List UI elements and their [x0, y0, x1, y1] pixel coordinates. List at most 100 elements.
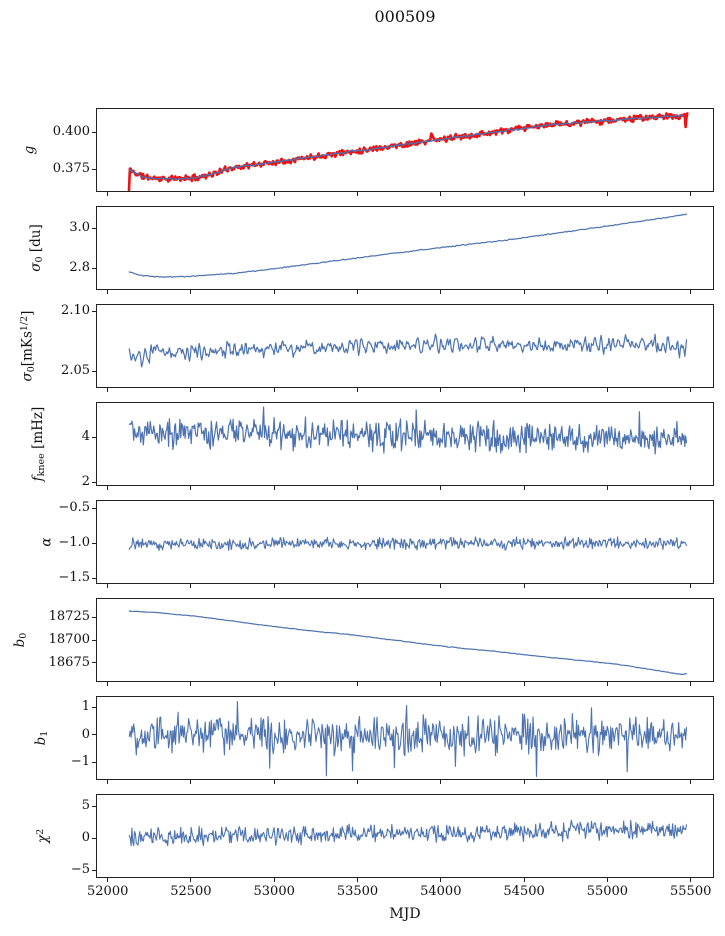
sigma0-du-series-line	[128, 213, 688, 278]
x-tick-mark	[273, 486, 275, 490]
x-tick-mark	[440, 486, 442, 490]
x-tick-mark	[523, 388, 525, 392]
y-axis-label-part: g	[21, 145, 38, 155]
y-tick-mark	[92, 227, 96, 229]
y-axis-label-part: [du]	[27, 224, 44, 257]
x-tick-mark	[190, 878, 192, 882]
panel-plot-b0	[128, 610, 688, 676]
ytick-b0-18675: 18675	[48, 654, 90, 670]
x-tick-mark	[440, 192, 442, 196]
x-tick-mark	[273, 878, 275, 882]
y-axis-label-part: 0	[18, 632, 30, 639]
y-axis-label-part: ]	[19, 310, 36, 316]
y-axis-label-part: 0	[34, 256, 46, 263]
panel-axes-b0	[96, 598, 714, 682]
fknee-series-line	[128, 406, 688, 455]
y-axis-label-b0: b0	[12, 632, 31, 648]
y-axis-label-gain: g	[21, 145, 38, 155]
ytick-gain-0.375: 0.375	[52, 161, 90, 177]
x-tick-mark	[107, 192, 109, 196]
x-tick-mark	[190, 780, 192, 784]
ytick-b0-18700: 18700	[48, 632, 90, 647]
y-axis-label-alpha: α	[39, 537, 55, 546]
y-axis-label-sigma0-du: σ0 [du]	[27, 224, 47, 272]
gain-smoothed-line	[128, 114, 684, 181]
y-tick-mark	[92, 837, 96, 839]
x-tick-mark	[606, 486, 608, 490]
ytick-b0-18725: 18725	[48, 609, 90, 625]
x-tick-mark	[690, 780, 692, 784]
x-tick-mark	[190, 682, 192, 686]
ytick-alpha-−1.5: −1.5	[58, 570, 90, 585]
xtick-54500: 54500	[503, 884, 545, 899]
x-tick-mark	[523, 486, 525, 490]
y-axis-label-part: 1	[39, 730, 51, 737]
panel-axes-fknee	[96, 402, 714, 486]
y-axis-label-part: 0	[25, 366, 37, 373]
x-tick-mark	[440, 290, 442, 294]
y-axis-label-part: b	[32, 736, 49, 746]
panel-axes-alpha	[96, 500, 714, 584]
y-axis-label-part: σ	[19, 372, 36, 382]
y-tick-mark	[92, 542, 96, 544]
panel-plot-sigma0-mK	[128, 333, 688, 368]
x-tick-mark	[523, 192, 525, 196]
ytick-sigma0-du-2.8: 2.8	[69, 260, 90, 275]
y-tick-mark	[92, 481, 96, 483]
y-axis-label-part: f	[29, 476, 46, 482]
y-tick-mark	[92, 616, 96, 618]
y-tick-mark	[92, 734, 96, 736]
ytick-chi2-−5: −5	[70, 862, 90, 877]
x-tick-mark	[606, 780, 608, 784]
x-tick-mark	[273, 290, 275, 294]
b0-series-line	[128, 610, 688, 676]
y-tick-mark	[92, 869, 96, 871]
ytick-b1-−1: −1	[70, 754, 90, 770]
x-tick-mark	[606, 584, 608, 588]
ytick-alpha-−0.5: −0.5	[58, 500, 90, 515]
y-tick-mark	[92, 639, 96, 641]
x-tick-mark	[190, 584, 192, 588]
y-tick-mark	[92, 168, 96, 170]
xtick-53000: 53000	[253, 884, 295, 899]
x-tick-mark	[107, 486, 109, 490]
ytick-chi2-0: 0	[81, 830, 90, 845]
panel-axes-sigma0-mK	[96, 304, 714, 388]
x-tick-mark	[273, 192, 275, 196]
x-tick-mark	[440, 682, 442, 686]
y-axis-label-part: χ	[35, 834, 52, 844]
x-tick-mark	[606, 192, 608, 196]
sigma0-mK-series-line	[128, 333, 688, 368]
y-axis-label-part: knee	[36, 453, 48, 477]
xtick-52500: 52500	[170, 884, 212, 899]
panel-axes-chi2	[96, 794, 714, 878]
x-tick-mark	[606, 290, 608, 294]
y-tick-mark	[92, 267, 96, 269]
x-tick-mark	[606, 388, 608, 392]
y-tick-mark	[92, 805, 96, 807]
xtick-54000: 54000	[420, 884, 462, 899]
figure-title: 000509	[374, 7, 436, 26]
panel-plot-b1	[128, 700, 688, 777]
panel-plot-fknee	[128, 406, 688, 455]
y-tick-mark	[92, 436, 96, 438]
y-tick-mark	[92, 662, 96, 664]
ytick-fknee-4: 4	[81, 429, 90, 444]
x-tick-mark	[357, 878, 358, 882]
x-tick-mark	[190, 388, 192, 392]
x-tick-mark	[690, 192, 692, 196]
x-tick-mark	[606, 878, 608, 882]
x-tick-mark	[107, 780, 109, 784]
x-tick-mark	[523, 780, 525, 784]
ytick-b1-1: 1	[81, 699, 90, 714]
x-tick-mark	[523, 584, 525, 588]
x-tick-mark	[690, 584, 692, 588]
ytick-b1-0: 0	[81, 726, 90, 742]
x-tick-mark	[523, 682, 525, 686]
x-tick-mark	[440, 388, 442, 392]
y-axis-label-sigma0-mK: σ0[mKs1/2]	[17, 311, 39, 382]
x-tick-mark	[107, 584, 109, 588]
y-axis-label-part: σ	[27, 262, 44, 272]
x-tick-mark	[107, 682, 109, 686]
x-tick-mark	[357, 192, 358, 196]
